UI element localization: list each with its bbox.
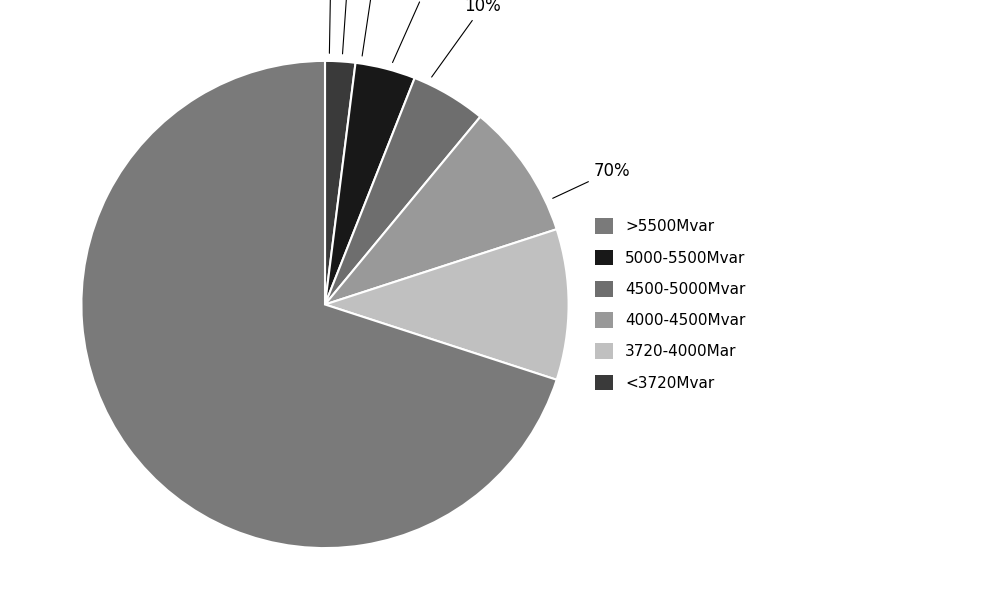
Text: 4%: 4%: [335, 0, 361, 54]
Wedge shape: [81, 61, 557, 548]
Text: 70%: 70%: [553, 161, 630, 199]
Text: 9%: 9%: [393, 0, 439, 63]
Wedge shape: [325, 61, 356, 304]
Wedge shape: [325, 117, 557, 304]
Legend: >5500Mvar, 5000-5500Mvar, 4500-5000Mvar, 4000-4500Mvar, 3720-4000Mar, <3720Mvar: >5500Mvar, 5000-5500Mvar, 4500-5000Mvar,…: [588, 212, 752, 397]
Text: 2%: 2%: [318, 0, 344, 54]
Wedge shape: [325, 63, 415, 304]
Wedge shape: [325, 78, 480, 304]
Wedge shape: [325, 229, 569, 380]
Text: 10%: 10%: [432, 0, 501, 77]
Text: 5%: 5%: [361, 0, 387, 56]
